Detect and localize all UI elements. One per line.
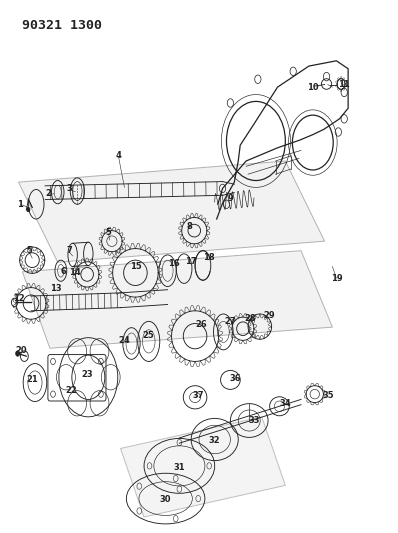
- Text: 12: 12: [13, 294, 24, 303]
- Text: 17: 17: [185, 257, 197, 266]
- Text: 19: 19: [331, 273, 342, 282]
- Polygon shape: [121, 417, 285, 517]
- Text: 3: 3: [66, 184, 72, 193]
- Text: 2: 2: [45, 189, 51, 198]
- Text: 22: 22: [66, 386, 77, 395]
- Text: 4: 4: [115, 151, 121, 160]
- Polygon shape: [22, 251, 332, 348]
- Text: 7: 7: [66, 246, 72, 255]
- Text: 36: 36: [229, 374, 241, 383]
- Text: 28: 28: [244, 314, 256, 322]
- Text: 25: 25: [142, 330, 154, 340]
- Text: 11: 11: [338, 80, 350, 89]
- Text: 5: 5: [27, 246, 32, 255]
- Text: 21: 21: [26, 375, 38, 384]
- Circle shape: [16, 351, 20, 356]
- Text: 13: 13: [50, 284, 62, 293]
- Text: 14: 14: [70, 268, 81, 277]
- Text: 33: 33: [248, 416, 259, 425]
- Text: 6: 6: [60, 267, 66, 276]
- Text: 30: 30: [160, 495, 172, 504]
- Text: 37: 37: [193, 391, 204, 400]
- Text: 32: 32: [209, 436, 220, 445]
- Text: 15: 15: [130, 262, 142, 271]
- Text: 5: 5: [106, 228, 112, 237]
- Text: 8: 8: [186, 222, 192, 231]
- Text: 10: 10: [307, 83, 319, 92]
- Text: 26: 26: [195, 320, 207, 329]
- Circle shape: [27, 207, 30, 212]
- Polygon shape: [18, 161, 325, 262]
- Text: 20: 20: [16, 346, 27, 356]
- Text: 23: 23: [81, 370, 93, 379]
- Text: 1: 1: [18, 200, 23, 209]
- Text: 31: 31: [174, 464, 185, 472]
- Text: 9: 9: [228, 195, 233, 204]
- Text: 35: 35: [323, 391, 334, 400]
- Text: 18: 18: [203, 253, 215, 262]
- Text: 29: 29: [264, 311, 275, 319]
- Text: 16: 16: [168, 260, 179, 268]
- Text: 24: 24: [119, 336, 130, 345]
- Text: 90321 1300: 90321 1300: [22, 19, 102, 31]
- Text: 34: 34: [279, 399, 291, 408]
- Text: 27: 27: [224, 317, 236, 326]
